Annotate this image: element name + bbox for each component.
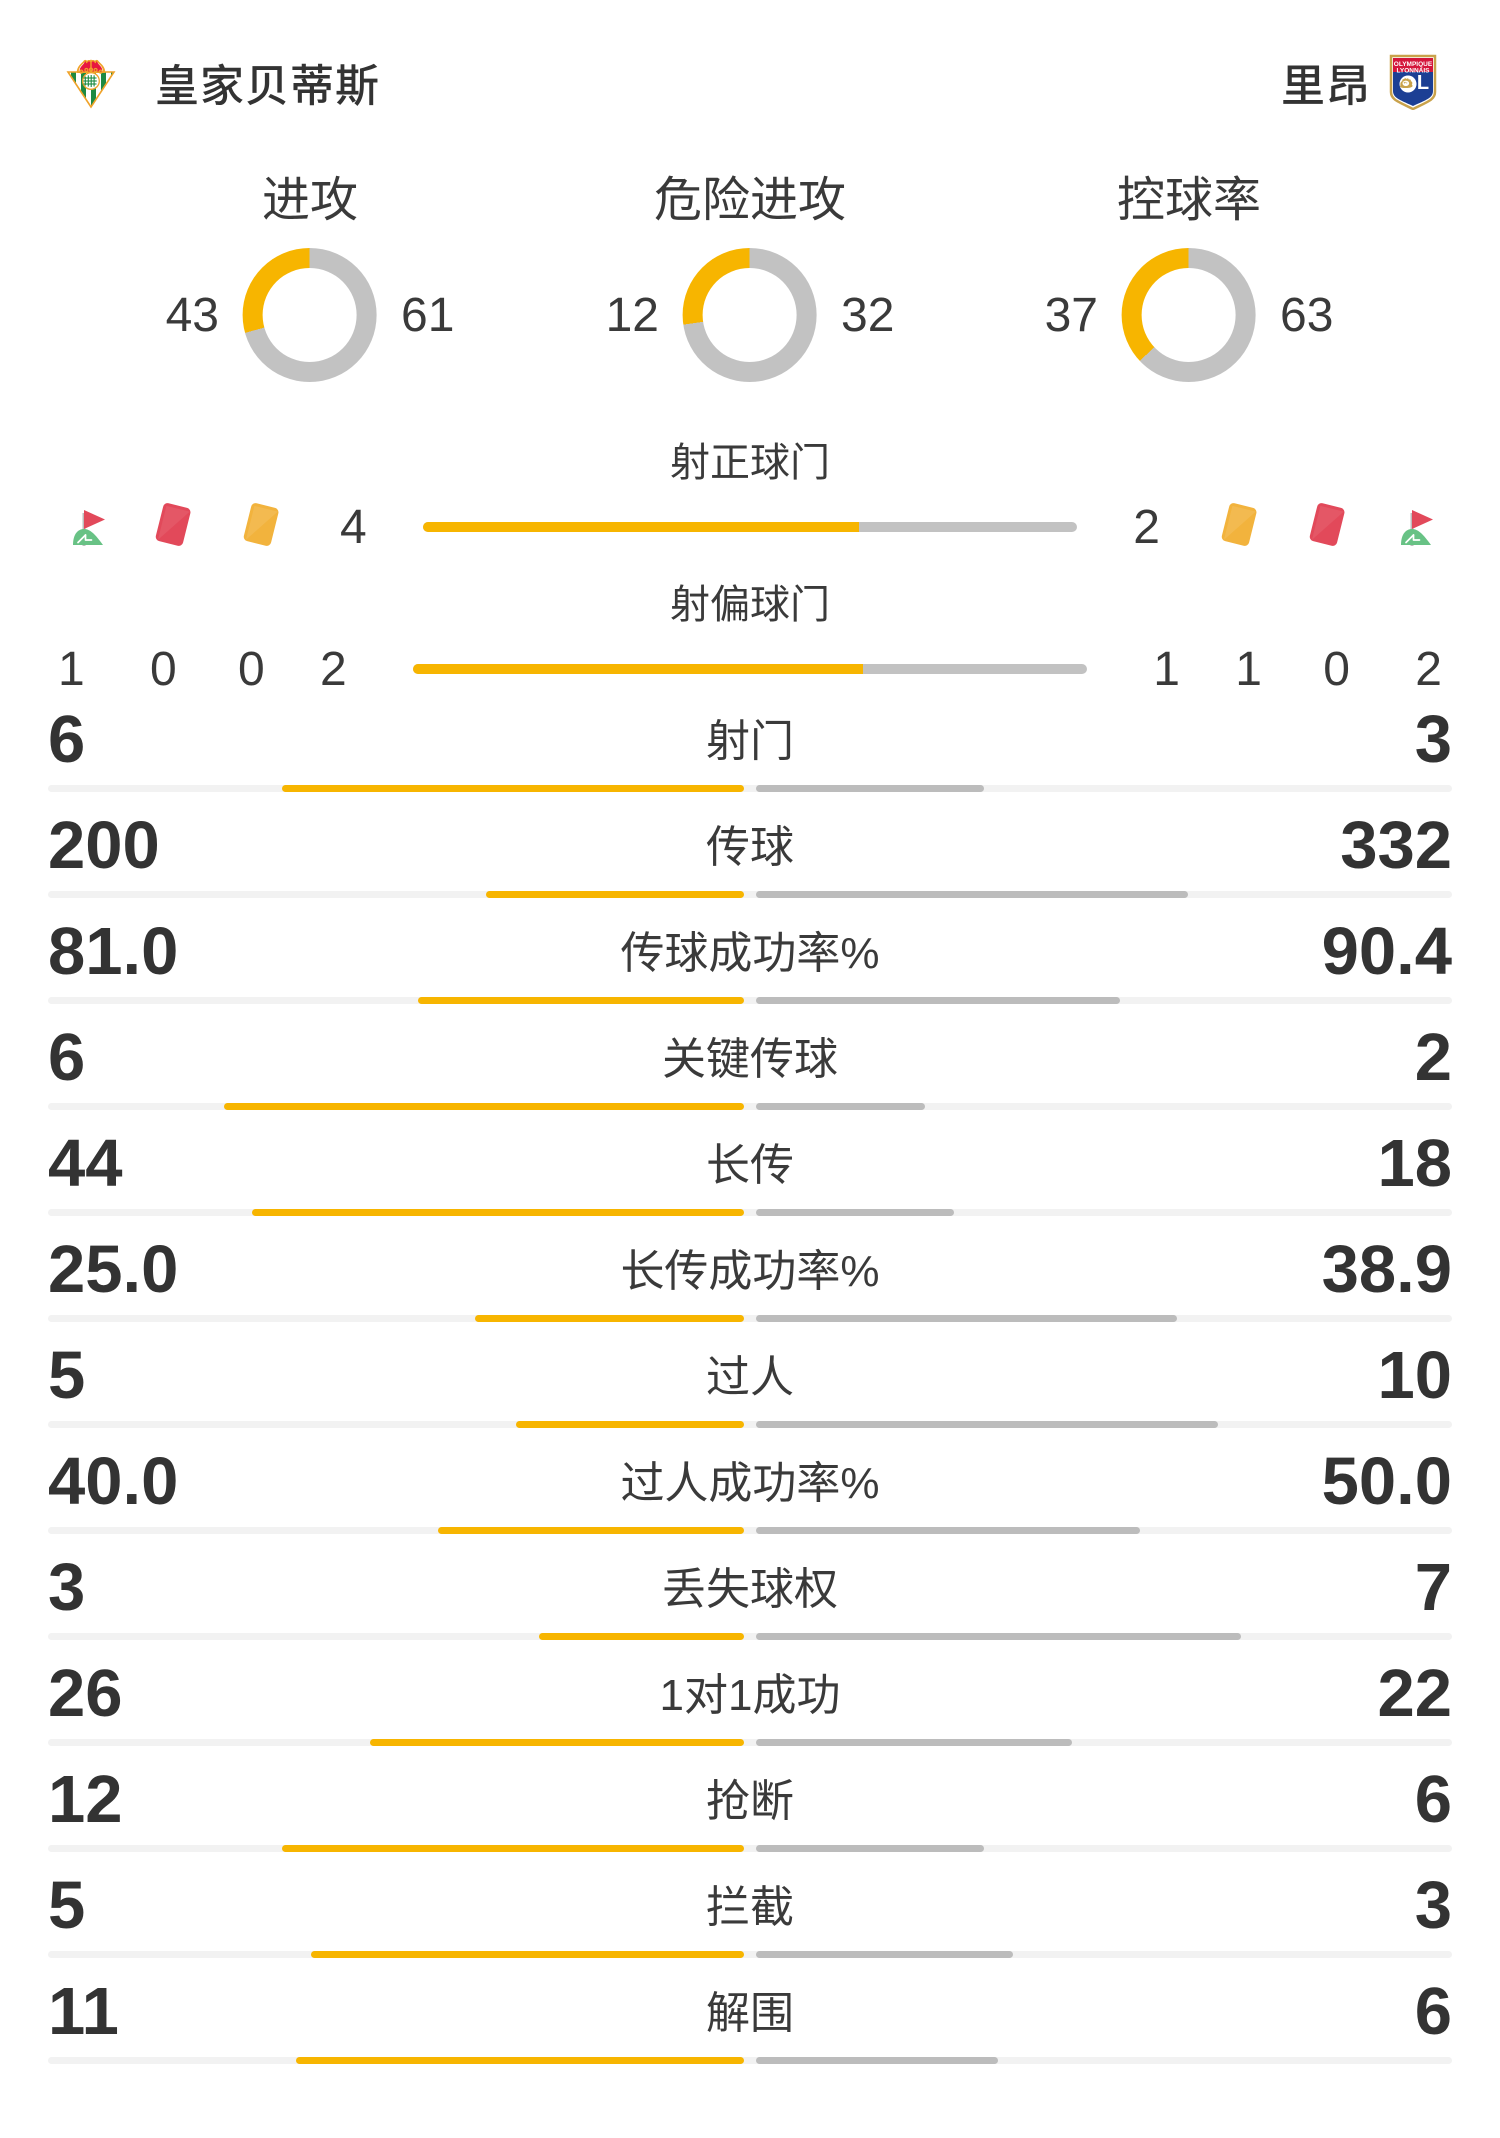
svg-text:L: L (1417, 72, 1429, 94)
